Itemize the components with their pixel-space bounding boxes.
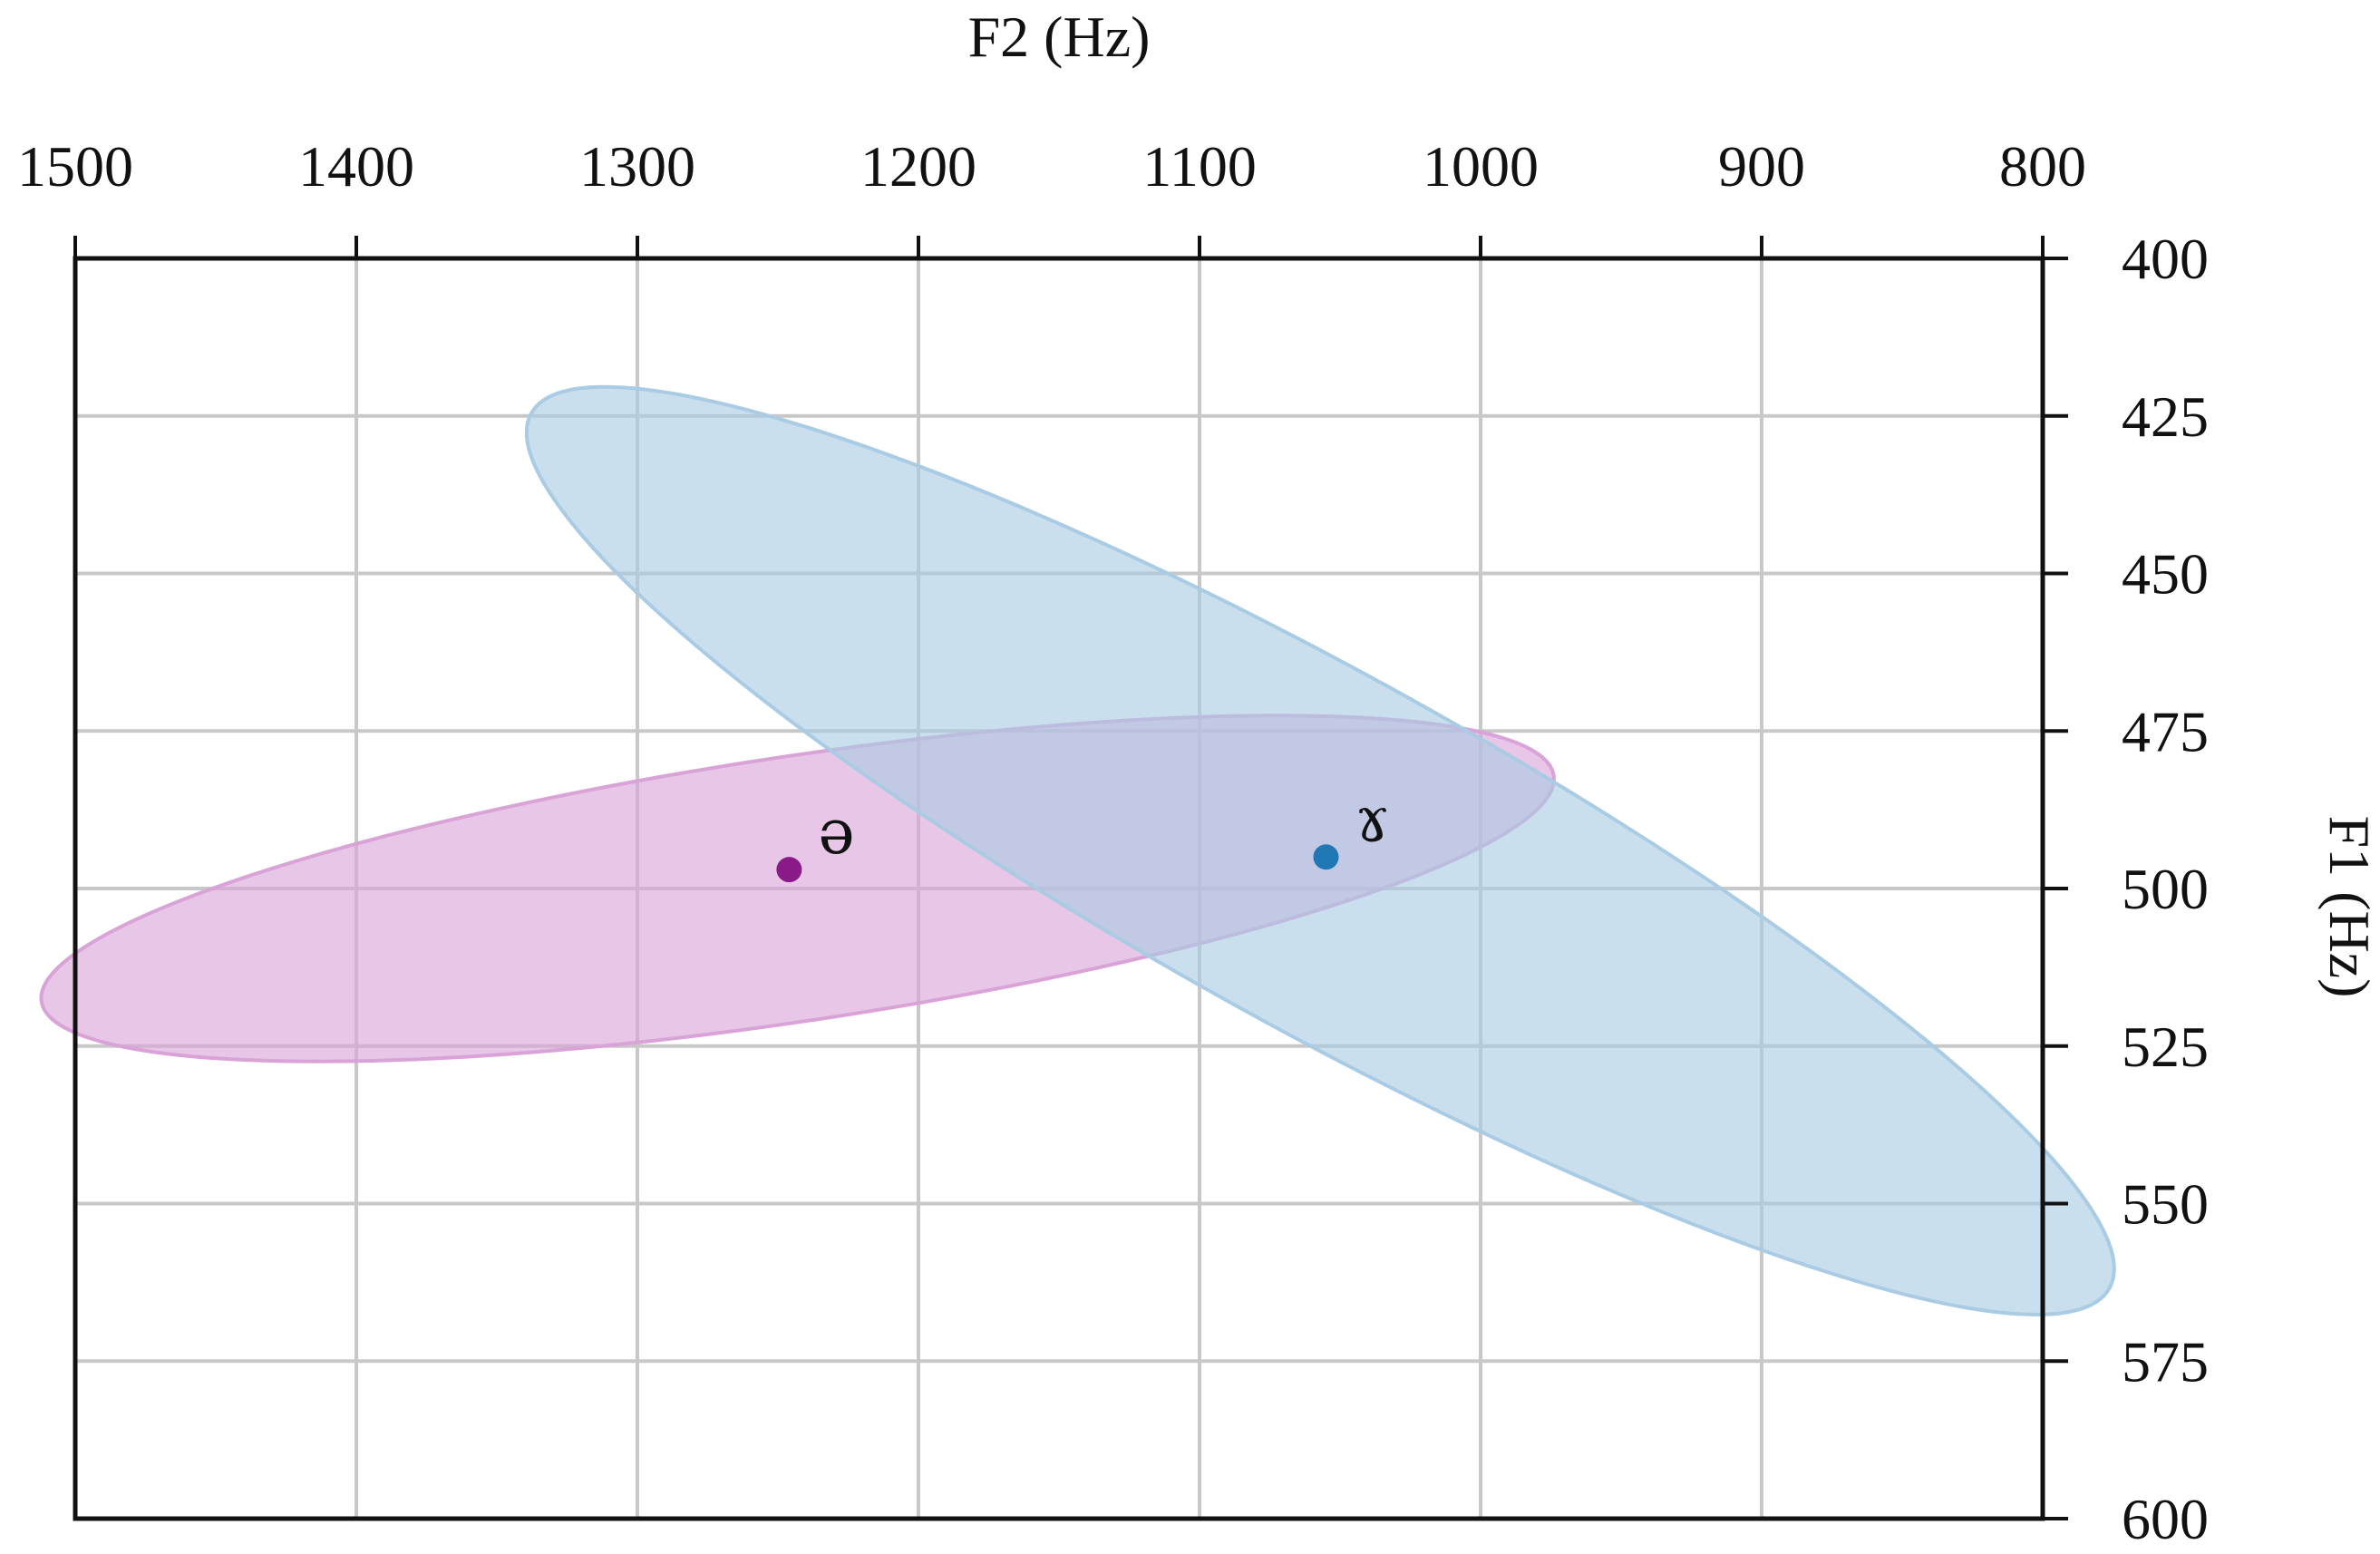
vowel-label-1: ə: [818, 797, 854, 869]
x-tick-label: 1300: [579, 134, 695, 199]
y-tick-label: 500: [2122, 857, 2209, 921]
y-tick-label: 450: [2122, 542, 2209, 607]
x-tick-label: 800: [1999, 134, 2086, 199]
tick-layer: 1500 1400 1300 1200 1100 1000 900 800 400 425 450 4…: [17, 134, 2209, 1551]
x-tick-label: 1500: [17, 134, 133, 199]
y-tick-label: 550: [2122, 1172, 2209, 1237]
mean-point-2: [1313, 844, 1339, 870]
x-tick-label: 1100: [1142, 134, 1257, 199]
x-tick-label: 900: [1718, 134, 1805, 199]
x-tick-label: 1200: [860, 134, 976, 199]
y-tick-label: 475: [2122, 699, 2209, 763]
x-tick-label: 1400: [298, 134, 414, 199]
ellipse-layer: [39, 384, 2116, 1316]
y-tick-label: 525: [2122, 1015, 2209, 1079]
vowel-label-2: ɤ: [1355, 784, 1390, 856]
y-tick-label: 400: [2122, 227, 2209, 291]
y-tick-label: 425: [2122, 384, 2209, 449]
x-axis-title: F2 (Hz): [968, 5, 1151, 69]
x-tick-label: 1000: [1423, 134, 1539, 199]
y-axis-title: F1 (Hz): [2317, 816, 2380, 998]
y-tick-label: 600: [2122, 1487, 2209, 1551]
y-tick-label: 575: [2122, 1329, 2209, 1394]
mean-point-1: [776, 857, 802, 883]
